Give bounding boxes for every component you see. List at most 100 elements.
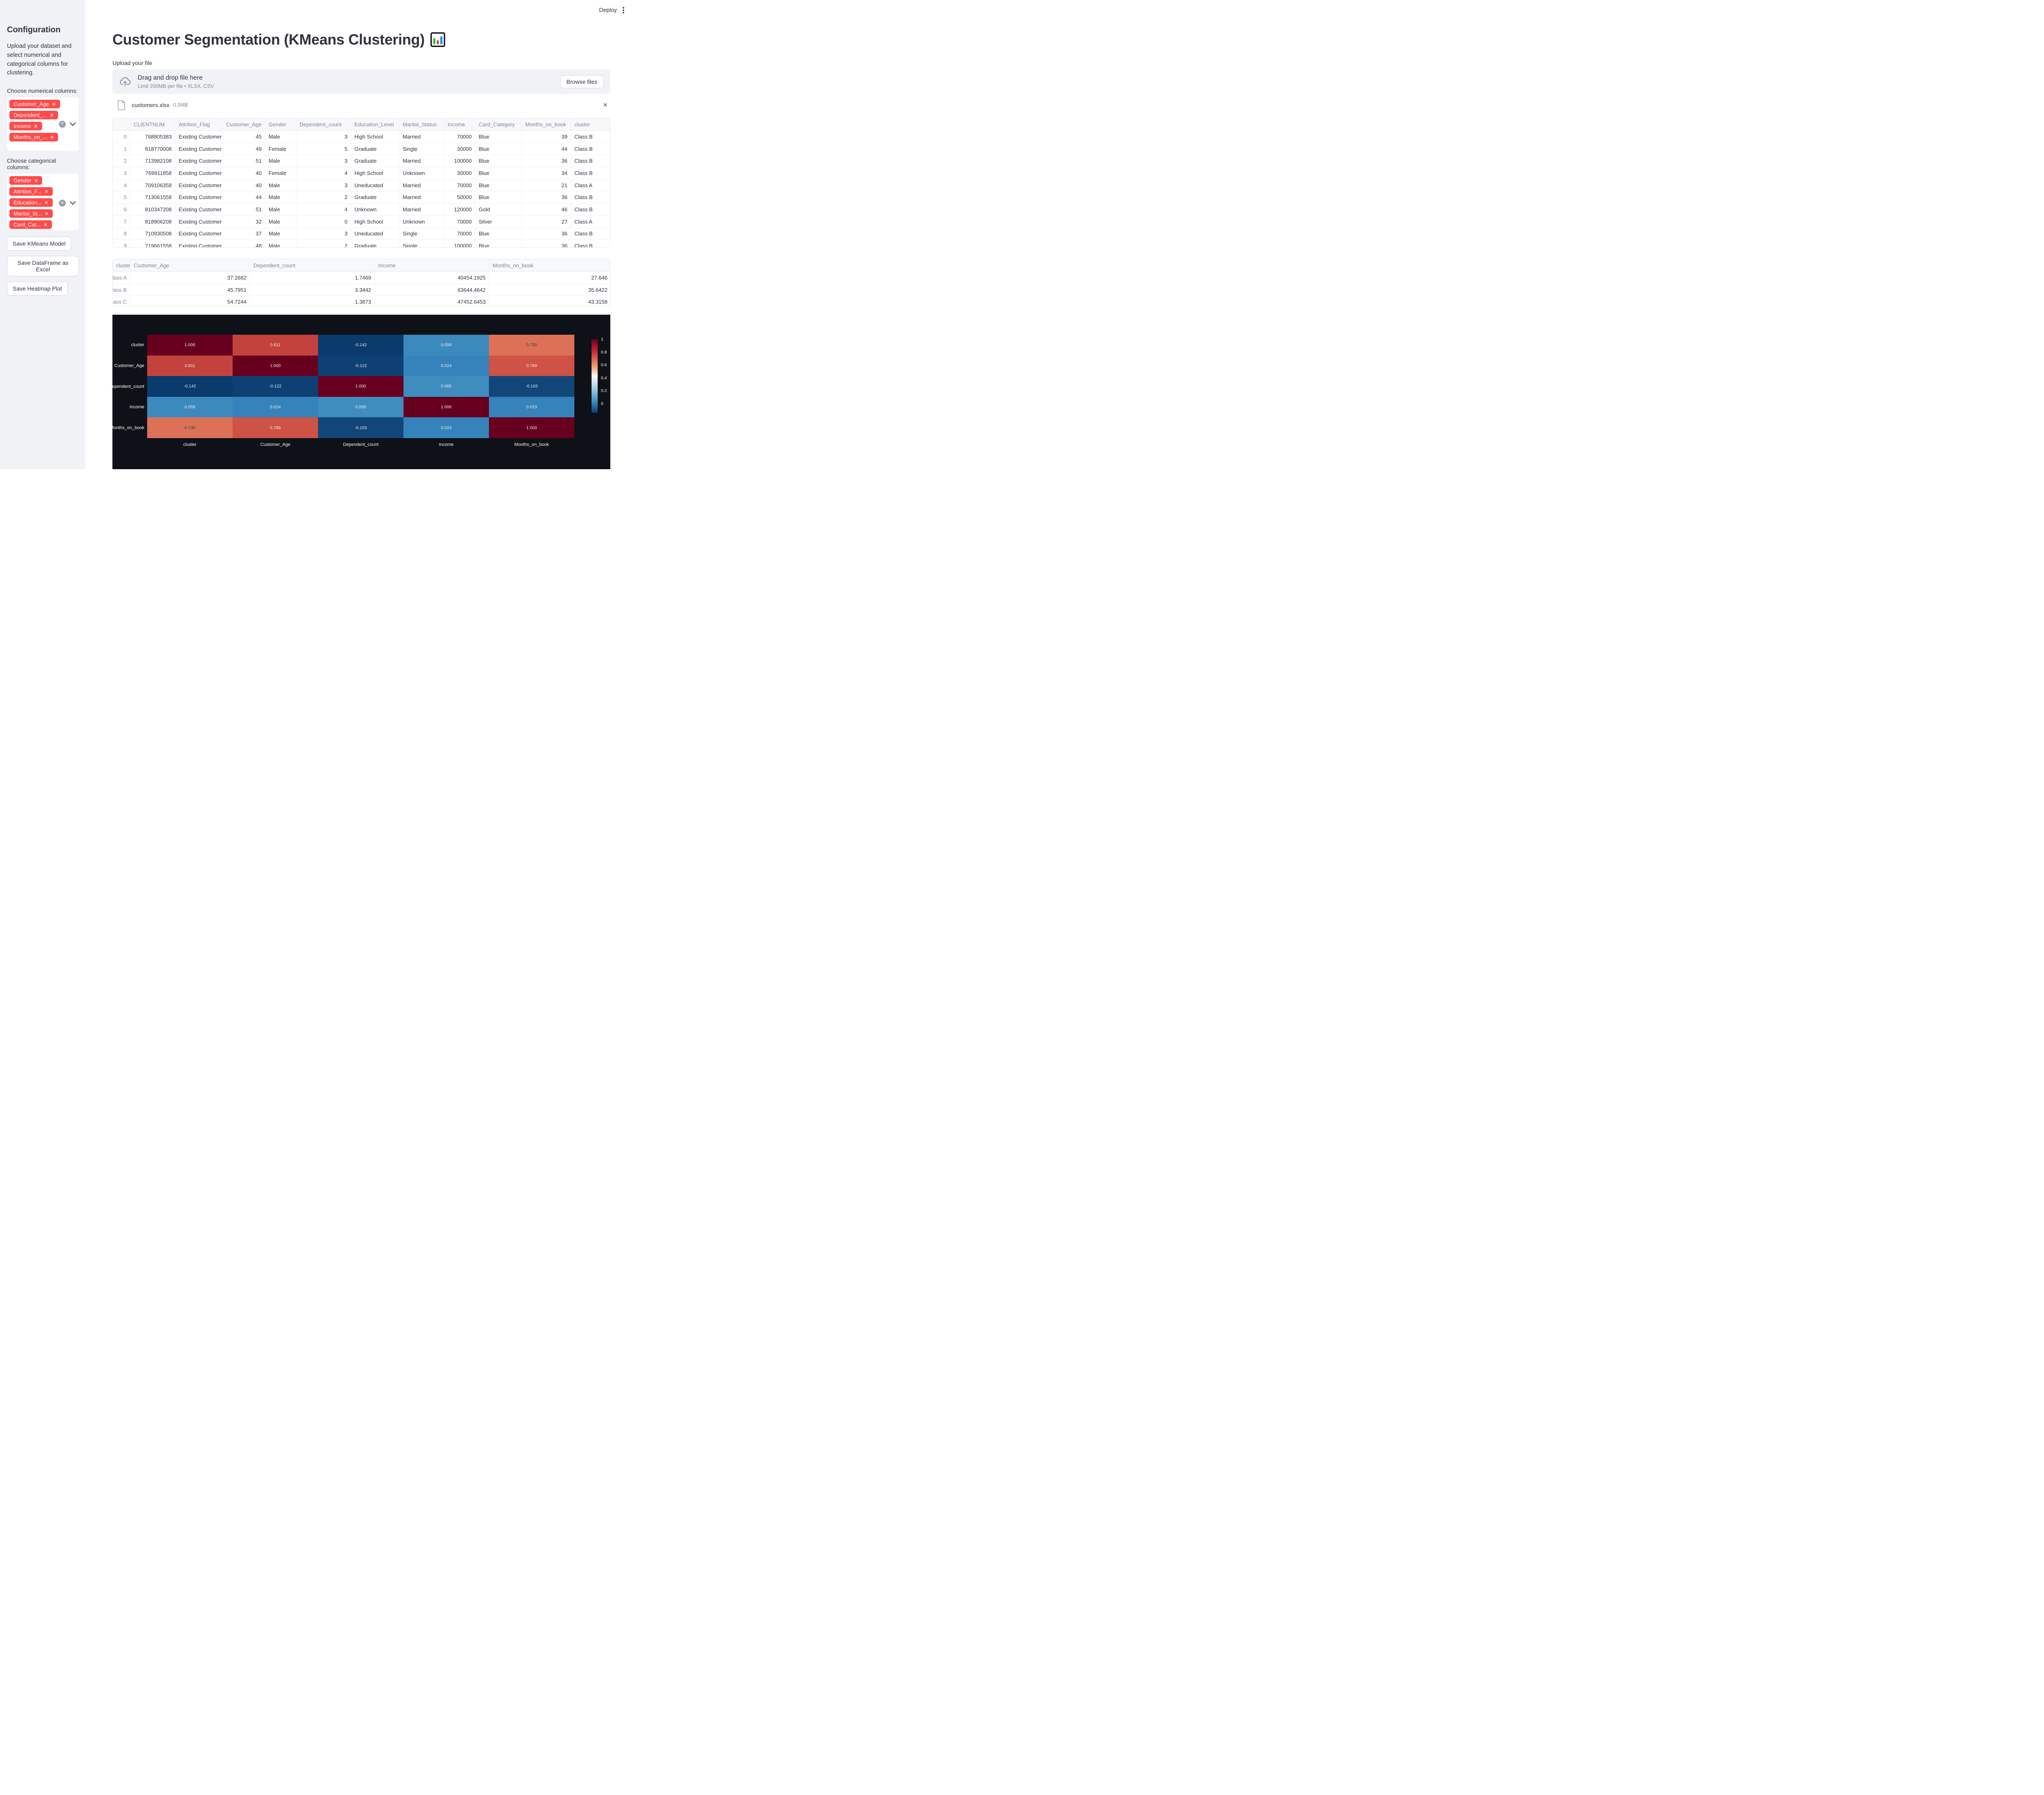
pill-close-icon[interactable]: ✕ (34, 177, 38, 184)
multiselect-pill[interactable]: Dependent_... ✕ (9, 111, 58, 119)
sidebar-description: Upload your dataset and select numerical… (7, 43, 72, 76)
column-header[interactable]: Education_Level (351, 119, 399, 130)
table-cell: 37 (223, 228, 265, 240)
multiselect-pill[interactable]: Income ✕ (9, 122, 42, 130)
multiselect-pill[interactable]: Attrition_F... ✕ (9, 187, 53, 196)
column-header[interactable]: Gender (265, 119, 296, 130)
table-cell: 810347208 (130, 204, 175, 215)
column-header[interactable]: Customer_Age (223, 119, 265, 130)
heatmap-cell: 1.000 (489, 417, 574, 438)
table-cell: 769911858 (130, 167, 175, 179)
table-cell: 0 (296, 215, 351, 228)
column-header[interactable] (113, 119, 130, 130)
heatmap-cell: 1.000 (318, 376, 403, 397)
remove-file-icon[interactable]: ✕ (603, 102, 608, 109)
column-header[interactable]: Months_on_book (493, 262, 533, 269)
table-cell: 3 (296, 179, 351, 191)
browse-files-button[interactable]: Browse files (560, 75, 604, 88)
file-dropzone[interactable]: Drag and drop file here Limit 200MB per … (112, 69, 610, 94)
multiselect-pill[interactable]: Marital_St... ✕ (9, 209, 53, 218)
table-cell: 709106358 (130, 179, 175, 191)
table-cell: 5 (113, 191, 130, 204)
column-header[interactable]: Income (375, 259, 489, 271)
column-header[interactable]: Dependent_count (296, 119, 351, 130)
table-cell: Existing Customer (175, 155, 223, 167)
column-header[interactable]: Attrition_Flag (175, 119, 223, 130)
kebab-menu-icon[interactable] (619, 5, 628, 17)
pill-label: Education... (13, 199, 42, 206)
clear-all-icon[interactable]: ✕ (59, 199, 66, 207)
cluster-summary-table[interactable]: cluster Customer_Age Dependent_count Income… (112, 259, 610, 307)
pill-close-icon[interactable]: ✕ (49, 112, 54, 118)
numerical-columns-label: Choose numerical columns: (7, 87, 78, 94)
heatmap-row-label: Dependent_count (109, 384, 144, 389)
clear-all-icon[interactable]: ✕ (59, 121, 66, 128)
table-cell: Existing Customer (175, 191, 223, 204)
multiselect-pill[interactable]: Education... ✕ (9, 198, 53, 207)
column-header[interactable]: Marital_Status (399, 119, 444, 130)
multiselect-pill[interactable]: Card_Cat... ✕ (9, 220, 52, 229)
pill-close-icon[interactable]: ✕ (44, 199, 49, 206)
table-cell: 1.7469 (250, 272, 375, 284)
pill-label: Dependent_... (13, 112, 47, 118)
dataframe-table[interactable]: CLIENTNUM Attrition_Flag Customer_Age Gende… (112, 118, 610, 248)
heatmap-cell: -0.103 (318, 417, 403, 438)
table-cell: 719661558 (130, 240, 175, 247)
table-cell: Existing Customer (175, 143, 223, 155)
table-cell: 70000 (444, 228, 475, 240)
pill-label: Marital_St... (13, 210, 42, 217)
table-cell: Blue (475, 191, 522, 204)
table-cell: 35.6422 (588, 286, 607, 293)
multiselect-pill[interactable]: Gender ✕ (9, 176, 43, 185)
heatmap-cell: 0.059 (403, 335, 489, 356)
multiselect-pill[interactable]: Months_on_... ✕ (9, 133, 58, 141)
table-cell: Existing Customer (175, 167, 223, 179)
column-header[interactable]: Customer_Age (130, 259, 250, 271)
table-cell: 7 (113, 215, 130, 228)
table-cell: Uneducated (351, 228, 399, 240)
column-header[interactable]: cluster (574, 121, 590, 128)
save-dataframe-as-excel-button[interactable]: Save DataFrame as Excel (7, 256, 79, 276)
numerical-multiselect[interactable]: Customer_Age ✕ Dependent_... ✕ Income ✕ Months… (7, 97, 79, 151)
table-cell: Male (265, 155, 296, 167)
table-cell: 4 (296, 167, 351, 179)
pill-close-icon[interactable]: ✕ (45, 210, 49, 217)
table-row: 9 719661558 Existing Customer 48 Male 2 Gradua… (113, 240, 610, 248)
heatmap-cell: -0.122 (233, 376, 318, 397)
column-header[interactable]: Months_on_book (522, 119, 571, 130)
pill-close-icon[interactable]: ✕ (50, 134, 54, 140)
column-header[interactable]: Card_Category (475, 119, 522, 130)
column-header[interactable]: CLIENTNUM (130, 119, 175, 130)
pill-close-icon[interactable]: ✕ (44, 188, 49, 195)
chevron-down-icon[interactable] (70, 122, 76, 126)
chevron-down-icon[interactable] (70, 201, 76, 205)
table-cell: 4 (113, 179, 130, 191)
column-header[interactable]: Income (444, 119, 475, 130)
save-kmeans-model-button[interactable]: Save KMeans Model (7, 237, 72, 251)
column-header[interactable]: Dependent_count (250, 259, 375, 271)
table-cell: Silver (475, 215, 522, 228)
table-cell: Unknown (399, 215, 444, 228)
column-header[interactable]: cluster (113, 259, 130, 271)
table-cell: Class B (574, 243, 593, 248)
categorical-multiselect[interactable]: Gender ✕ Attrition_F... ✕ Education... ✕ Marit… (7, 174, 79, 230)
deploy-button[interactable]: Deploy (599, 7, 617, 13)
pill-close-icon[interactable]: ✕ (52, 101, 56, 107)
table-cell: Male (265, 240, 296, 247)
pill-label: Months_on_... (13, 134, 47, 140)
table-cell: Blue (475, 167, 522, 179)
heatmap-col-label: Income (439, 442, 454, 447)
save-heatmap-plot-button[interactable]: Save Heatmap Plot (7, 282, 68, 295)
multiselect-pill[interactable]: Customer_Age ✕ (9, 100, 60, 108)
table-cell: Class B (574, 158, 593, 164)
table-cell: 44 (522, 143, 571, 155)
uploaded-file-name: customers.xlsx (132, 102, 170, 108)
pill-close-icon[interactable]: ✕ (34, 123, 38, 129)
table-cell: Existing Customer (175, 204, 223, 215)
heatmap-col-label: Customer_Age (260, 442, 291, 447)
pill-close-icon[interactable]: ✕ (43, 222, 48, 228)
heatmap-cell: 0.789 (489, 355, 574, 376)
page-title: Customer Segmentation (KMeans Clustering… (112, 31, 425, 48)
table-cell: 27.646 (591, 274, 607, 281)
